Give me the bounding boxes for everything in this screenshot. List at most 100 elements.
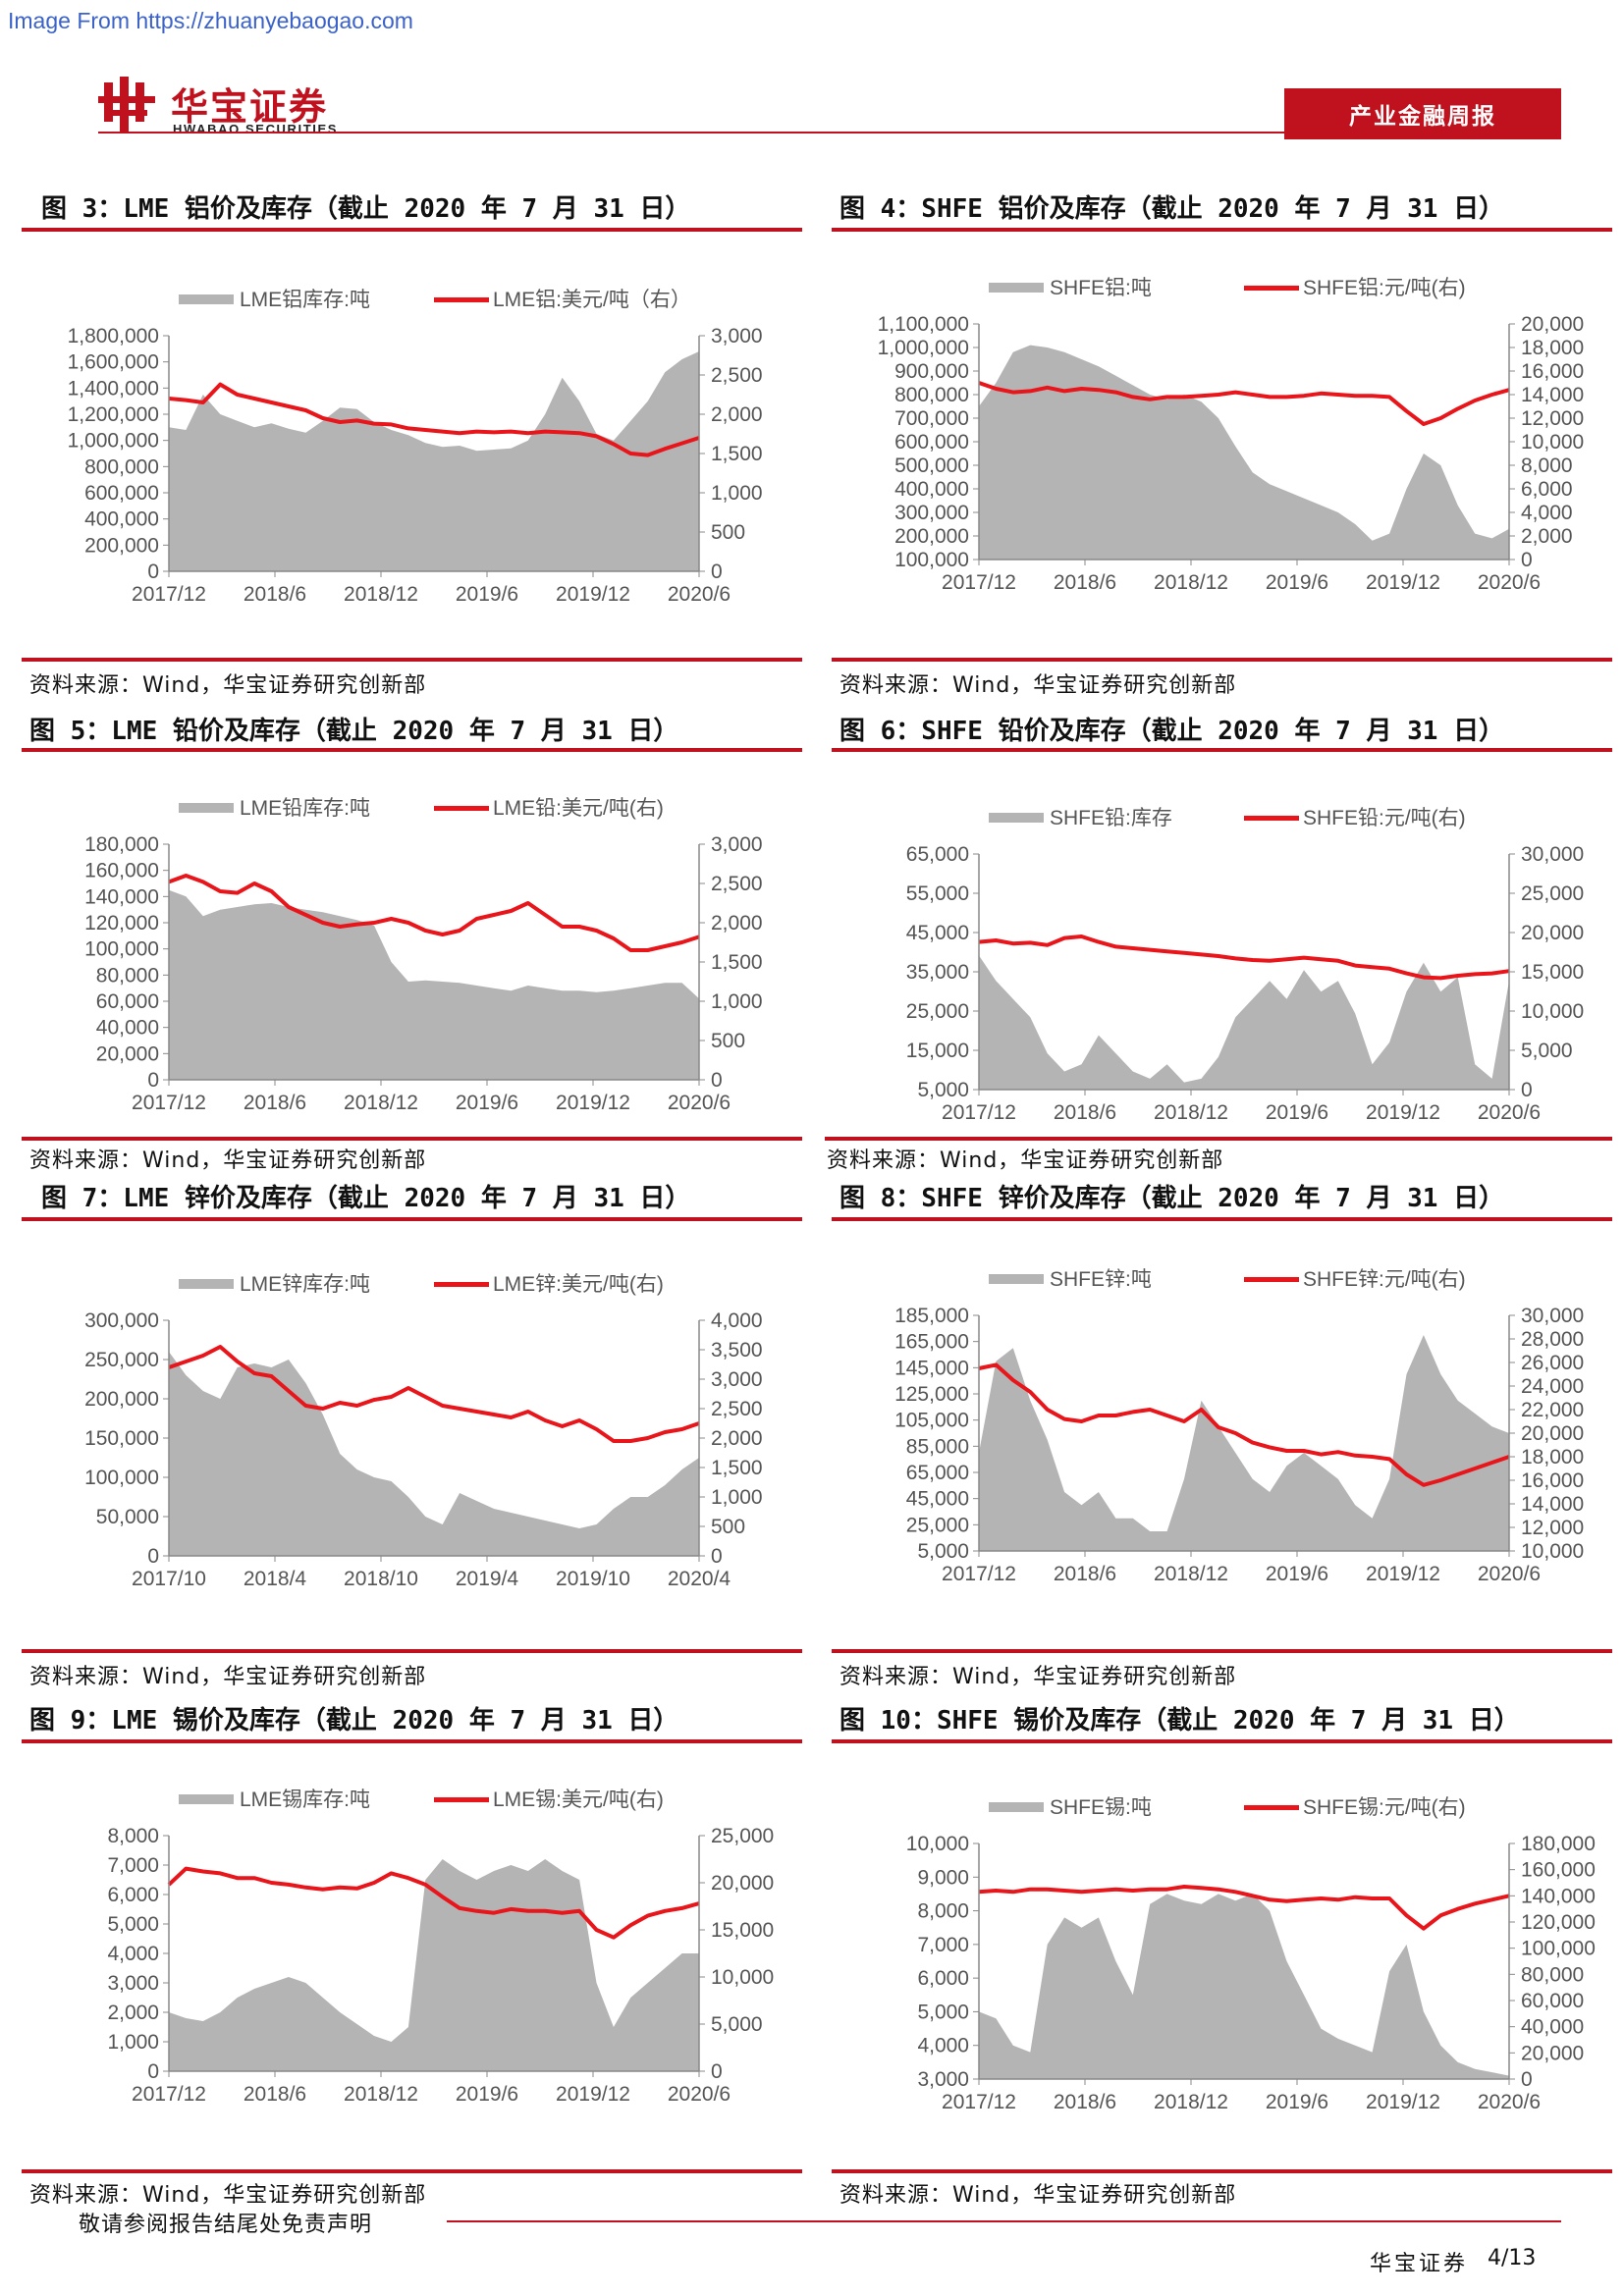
left-tick-label: 160,000 [84, 860, 159, 882]
left-tick-label: 9,000 [917, 1866, 969, 1889]
figure-6-title: 图 6：SHFE 铅价及库存（截止 2020 年 7 月 31 日） [839, 717, 1505, 746]
left-tick-label: 2,000 [107, 2002, 159, 2024]
figure-6-source: 资料来源：Wind，华宝证券研究创新部 [827, 1148, 1224, 1173]
figure-6-chart: SHFE铅:库存 SHFE铅:元/吨(右) 5,000 15,000 25,000 35,… [832, 795, 1597, 1148]
left-tick-label: 250,000 [84, 1349, 159, 1371]
x-tick-label: 2019/6 [1266, 1563, 1328, 1585]
x-tick-label: 2020/6 [668, 583, 731, 606]
figure-4-title-rule [832, 228, 1612, 232]
right-tick-label: 2,500 [711, 364, 763, 387]
x-tick-label: 2018/12 [1154, 2091, 1228, 2113]
x-tick-label: 2019/12 [1366, 571, 1440, 594]
right-tick-label: 18,000 [1521, 1446, 1584, 1468]
x-tick-label: 2019/6 [456, 1092, 518, 1114]
left-tick-label: 800,000 [894, 384, 969, 406]
left-tick-label: 400,000 [894, 478, 969, 501]
left-tick-label: 40,000 [96, 1017, 159, 1040]
right-tick-label: 28,000 [1521, 1328, 1584, 1351]
x-tick-label: 2020/6 [1478, 1101, 1541, 1124]
right-tick-label: 16,000 [1521, 360, 1584, 383]
x-tick-label: 2017/12 [132, 2083, 206, 2106]
left-tick-label: 7,000 [917, 1934, 969, 1956]
x-tick-label: 2018/6 [244, 1092, 306, 1114]
x-tick-label: 2019/6 [1266, 2091, 1328, 2113]
right-tick-label: 10,000 [711, 1966, 774, 1989]
x-tick-label: 2018/12 [1154, 1101, 1228, 1124]
legend-price-swatch [1244, 286, 1299, 291]
chart-legend: LME锌库存:吨 LME锌:美元/吨(右) [179, 1273, 664, 1296]
right-tick-label: 2,500 [711, 873, 763, 895]
right-tick-label: 10,000 [1521, 431, 1584, 454]
left-tick-label: 4,000 [917, 2035, 969, 2057]
left-tick-label: 200,000 [84, 534, 159, 557]
figure-10-chart: SHFE锡:吨 SHFE锡:元/吨(右) 3,000 4,000 5,000 6,000 7… [832, 1785, 1597, 2138]
x-tick-label: 2019/6 [456, 583, 518, 606]
left-tick-label: 0 [147, 2060, 159, 2083]
left-tick-label: 200,000 [84, 1388, 159, 1411]
left-tick-label: 15,000 [906, 1040, 969, 1062]
right-tick-label: 3,000 [711, 833, 763, 856]
right-tick-label: 20,000 [1521, 2042, 1584, 2064]
x-tick-label: 2018/12 [344, 583, 418, 606]
right-tick-label: 3,000 [711, 1368, 763, 1391]
left-tick-label: 140,000 [84, 885, 159, 908]
figure-4-title: 图 4：SHFE 铝价及库存（截止 2020 年 7 月 31 日） [839, 194, 1505, 224]
x-tick-label: 2018/6 [1054, 1563, 1116, 1585]
chart-legend: SHFE铅:库存 SHFE铅:元/吨(右) [989, 807, 1466, 829]
left-tick-label: 800,000 [84, 455, 159, 478]
chart-legend: SHFE锡:吨 SHFE锡:元/吨(右) [989, 1796, 1466, 1819]
x-tick-label: 2020/6 [1478, 2091, 1541, 2113]
inventory-area [979, 955, 1509, 1090]
right-tick-label: 15,000 [1521, 961, 1584, 984]
left-tick-label: 60,000 [96, 990, 159, 1013]
legend-price-label: LME锌:美元/吨(右) [493, 1273, 664, 1296]
legend-price-label: SHFE铅:元/吨(右) [1303, 807, 1466, 829]
left-tick-label: 600,000 [84, 482, 159, 505]
legend-inventory-swatch [179, 1279, 234, 1289]
left-tick-label: 5,000 [917, 1540, 969, 1563]
legend-inventory-label: LME锌库存:吨 [240, 1273, 370, 1296]
x-tick-label: 2018/6 [1054, 2091, 1116, 2113]
left-tick-label: 1,800,000 [68, 325, 159, 347]
left-tick-label: 180,000 [84, 833, 159, 856]
left-tick-label: 80,000 [96, 964, 159, 987]
figure-4-source-rule [832, 658, 1612, 662]
left-tick-label: 7,000 [107, 1854, 159, 1877]
left-tick-label: 0 [147, 1069, 159, 1092]
figure-6-title-rule [832, 748, 1612, 752]
price-line [168, 874, 700, 952]
left-tick-label: 0 [147, 1545, 159, 1568]
footer-divider [447, 2220, 1561, 2222]
logo-english-name: HWABAO SECURITIES [173, 122, 339, 136]
right-tick-label: 3,500 [711, 1339, 763, 1362]
legend-inventory-swatch [179, 1794, 234, 1804]
left-tick-label: 50,000 [96, 1506, 159, 1528]
logo-mark-icon [98, 77, 155, 133]
left-tick-label: 1,000 [107, 2031, 159, 2054]
right-tick-label: 18,000 [1521, 337, 1584, 359]
left-tick-label: 100,000 [84, 1467, 159, 1489]
right-tick-label: 0 [711, 1545, 723, 1568]
legend-inventory-label: SHFE锌:吨 [1050, 1268, 1152, 1291]
figure-9-source: 资料来源：Wind，华宝证券研究创新部 [29, 2183, 427, 2208]
left-tick-label: 400,000 [84, 508, 159, 531]
figure-5-title: 图 5：LME 铅价及库存（截止 2020 年 7 月 31 日） [29, 717, 679, 746]
legend-inventory-swatch [989, 283, 1044, 293]
left-tick-label: 100,000 [84, 938, 159, 961]
figure-3-chart: LME铝库存:吨 LME铝:美元/吨（右） 0 200,000 400,000 600,0… [22, 277, 787, 630]
figure-7-title: 图 7：LME 锌价及库存（截止 2020 年 7 月 31 日） [41, 1184, 691, 1213]
legend-price-swatch [434, 1797, 489, 1802]
right-tick-label: 22,000 [1521, 1399, 1584, 1421]
right-tick-label: 12,000 [1521, 407, 1584, 430]
disclaimer-note: 敬请参阅报告结尾处免责声明 [79, 2213, 373, 2237]
legend-price-label: LME铝:美元/吨（右） [493, 289, 691, 311]
left-tick-label: 185,000 [894, 1305, 969, 1327]
figure-8-chart: SHFE锌:吨 SHFE锌:元/吨(右) 5,000 25,000 45,000 65,0… [832, 1256, 1597, 1610]
right-tick-label: 20,000 [1521, 1422, 1584, 1445]
left-tick-label: 45,000 [906, 1488, 969, 1511]
right-tick-label: 4,000 [711, 1309, 763, 1332]
left-tick-label: 1,000,000 [878, 337, 969, 359]
right-tick-label: 20,000 [1521, 922, 1584, 944]
x-tick-label: 2019/6 [1266, 1101, 1328, 1124]
right-tick-label: 15,000 [711, 1919, 774, 1942]
